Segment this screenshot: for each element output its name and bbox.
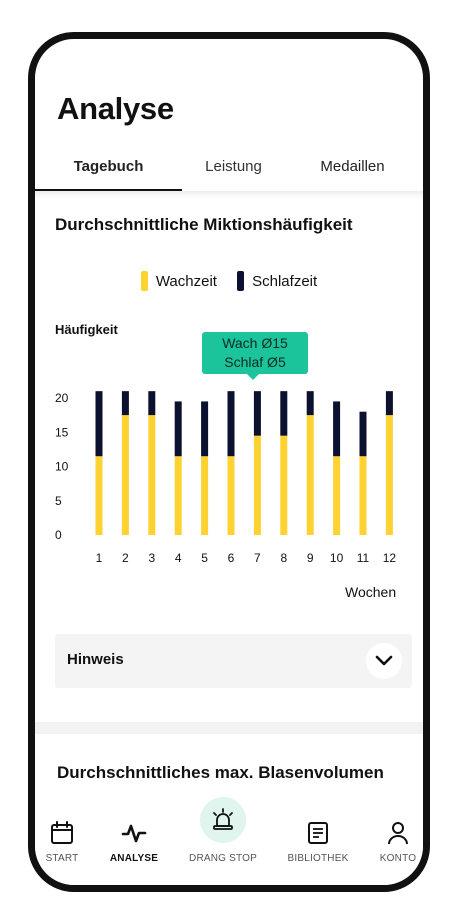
phone-frame: Analyse Tagebuch Leistung Medaillen Durc… — [28, 32, 430, 892]
document-icon — [308, 822, 328, 844]
nav-label-bibliothek: BIBLIOTHEK — [287, 853, 349, 864]
tab-tagebuch[interactable]: Tagebuch — [35, 149, 182, 191]
nav-item-konto[interactable]: KONTO — [358, 805, 423, 885]
nav-item-analyse[interactable]: ANALYSE — [94, 805, 174, 885]
bar-segment-wake[interactable] — [201, 456, 209, 535]
bar-segment-wake[interactable] — [253, 435, 261, 535]
section-separator — [35, 722, 423, 734]
tooltip-wake-average: Wach Ø15 — [222, 335, 288, 351]
bar-segment-wake[interactable] — [333, 456, 341, 535]
bar-segment-wake[interactable] — [148, 415, 156, 535]
bar-segment-sleep[interactable] — [148, 391, 156, 416]
bar-segment-wake[interactable] — [121, 415, 129, 535]
bar-segment-wake[interactable] — [385, 415, 393, 535]
bar-segment-wake[interactable] — [280, 435, 288, 535]
nav-label-konto: KONTO — [379, 853, 417, 864]
drang-stop-bubble — [200, 797, 246, 843]
x-tick-label: 3 — [148, 551, 155, 565]
nav-label-analyse: ANALYSE — [109, 853, 159, 864]
bar-segment-wake[interactable] — [174, 456, 182, 535]
y-tick-label: 20 — [55, 391, 69, 405]
nav-item-drang-stop[interactable]: DRANG STOP — [183, 797, 263, 885]
bar-segment-sleep[interactable] — [359, 411, 367, 457]
x-tick-label: 12 — [383, 551, 397, 565]
bar-segment-sleep[interactable] — [201, 401, 209, 457]
chart-tooltip: Wach Ø15 Schlaf Ø5 — [202, 332, 308, 380]
legend-item-wake: Wachzeit — [140, 271, 217, 291]
nav-label-drang-stop: DRANG STOP — [189, 853, 257, 864]
tab-bar: Tagebuch Leistung Medaillen — [35, 149, 423, 191]
chevron-down-icon[interactable] — [366, 643, 402, 679]
hinweis-accordion[interactable]: Hinweis — [55, 634, 412, 688]
chart-legend: Wachzeit Schlafzeit — [35, 271, 423, 295]
bar-segment-sleep[interactable] — [280, 391, 288, 436]
legend-swatch-wake — [140, 271, 148, 291]
bar-segment-wake[interactable] — [95, 456, 103, 535]
x-tick-label: 4 — [175, 551, 182, 565]
bar-segment-wake[interactable] — [359, 456, 367, 535]
chart-title: Durchschnittliche Miktionshäufigkeit — [55, 215, 353, 234]
x-tick-label: 5 — [201, 551, 208, 565]
x-tick-label: 10 — [330, 551, 344, 565]
x-tick-label: 11 — [357, 551, 370, 565]
tab-divider — [35, 191, 423, 199]
x-tick-label: 1 — [96, 551, 103, 565]
app-screen: Analyse Tagebuch Leistung Medaillen Durc… — [35, 39, 423, 885]
x-tick-label: 9 — [307, 551, 314, 565]
x-tick-label: 6 — [228, 551, 235, 565]
y-tick-label: 0 — [55, 528, 62, 542]
user-icon — [388, 822, 408, 845]
nav-item-bibliothek[interactable]: BIBLIOTHEK — [278, 805, 358, 885]
bar-segment-sleep[interactable] — [121, 391, 129, 416]
tooltip-sleep-average: Schlaf Ø5 — [224, 354, 286, 370]
volume-chart-title: Durchschnittliches max. Blasenvolumen — [57, 763, 384, 782]
bar-segment-wake[interactable] — [227, 456, 235, 535]
siren-icon — [213, 808, 233, 830]
chart-y-axis-label: Häufigkeit — [55, 322, 118, 337]
y-tick-label: 10 — [55, 460, 69, 474]
bar-segment-sleep[interactable] — [385, 391, 393, 416]
bar-segment-sleep[interactable] — [333, 401, 341, 457]
tab-medaillen[interactable]: Medaillen — [320, 158, 385, 175]
bar-segment-sleep[interactable] — [227, 391, 235, 457]
legend-swatch-sleep — [237, 271, 245, 291]
legend-item-sleep: Schlafzeit — [237, 271, 317, 291]
x-tick-label: 8 — [280, 551, 287, 565]
bar-segment-wake[interactable] — [306, 415, 314, 535]
y-tick-label: 5 — [55, 494, 62, 508]
legend-label-sleep: Schlafzeit — [252, 272, 318, 290]
calendar-icon — [51, 821, 73, 844]
x-tick-label: 2 — [122, 551, 129, 565]
bottom-navigation: START ANALYSE DRANG ST — [35, 797, 423, 885]
bar-segment-sleep[interactable] — [253, 391, 261, 436]
bar-segment-sleep[interactable] — [174, 401, 182, 457]
hinweis-label: Hinweis — [67, 651, 124, 668]
bar-segment-sleep[interactable] — [306, 391, 314, 416]
nav-label-start: START — [45, 853, 79, 864]
tab-leistung[interactable]: Leistung — [205, 158, 262, 175]
legend-label-wake: Wachzeit — [155, 272, 217, 290]
y-tick-label: 15 — [55, 425, 69, 439]
page-title: Analyse — [57, 91, 174, 126]
x-tick-label: 7 — [254, 551, 261, 565]
nav-item-start[interactable]: START — [35, 805, 102, 885]
chart-x-axis-label: Wochen — [345, 584, 397, 600]
activity-icon — [121, 824, 147, 843]
bar-segment-sleep[interactable] — [95, 391, 103, 457]
